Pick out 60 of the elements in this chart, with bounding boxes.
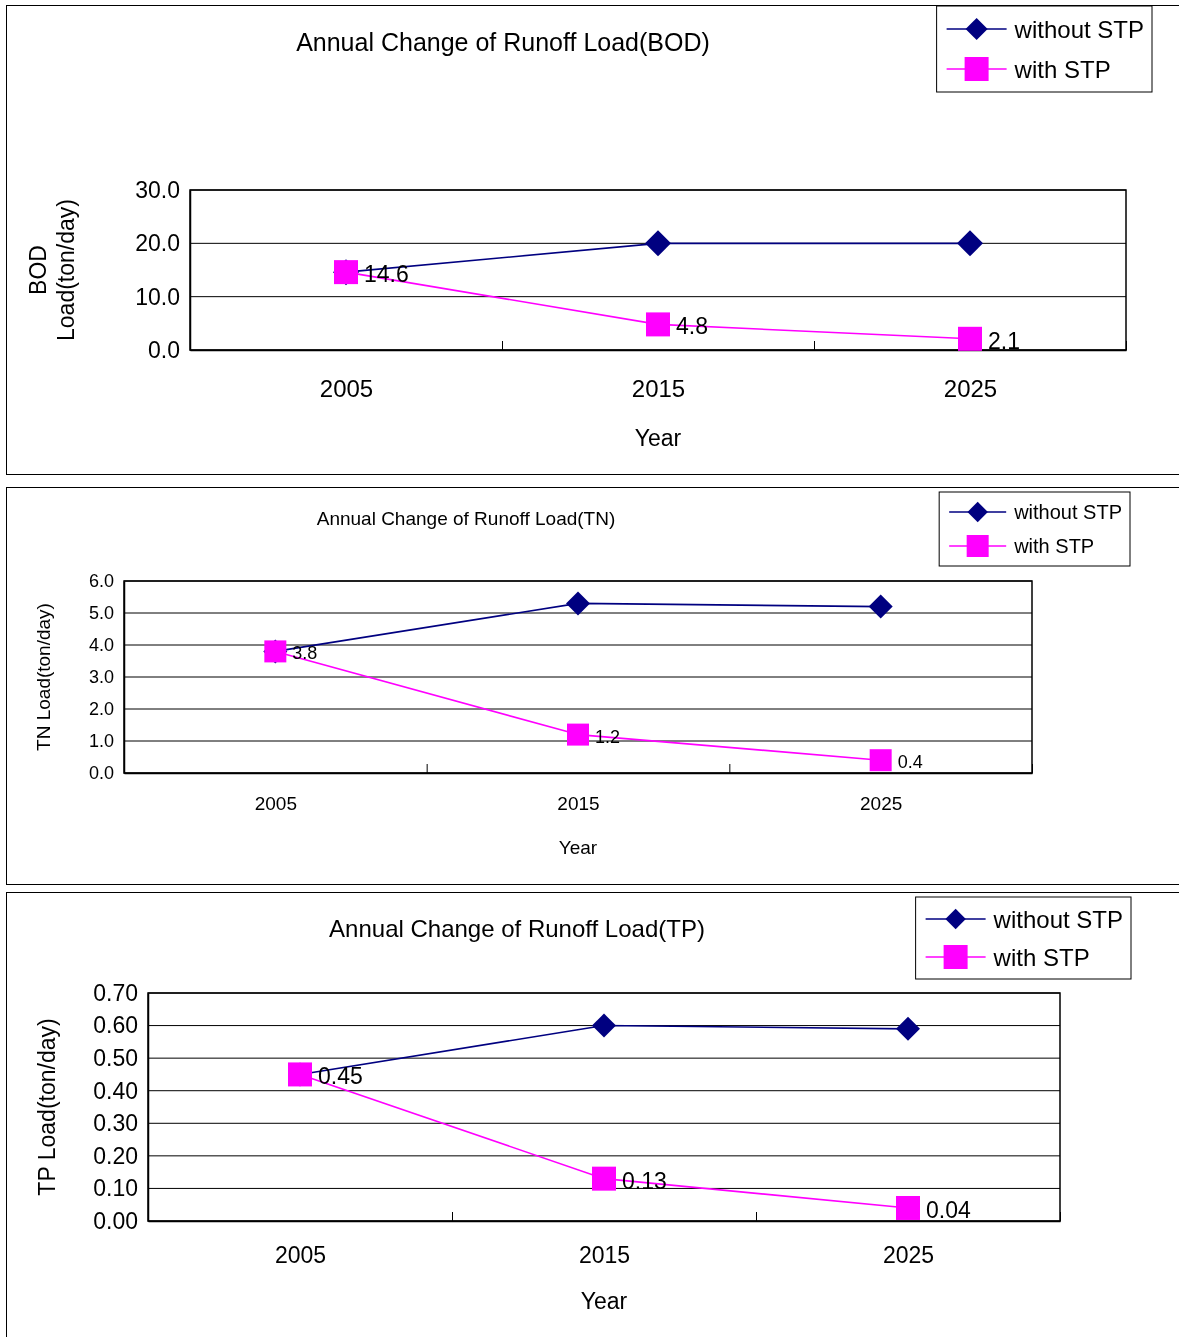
y-tick-label: 4.0: [88, 635, 114, 656]
point: [896, 1016, 920, 1041]
data-label: 0.4: [897, 752, 923, 773]
x-tick-label: 2005: [254, 793, 297, 815]
y-tick-label: 10.0: [135, 283, 180, 310]
y-tick-label: 3.0: [88, 667, 114, 688]
y-tick-label: 0.40: [93, 1077, 138, 1104]
y-axis-title: BOD Load(ton/day): [24, 199, 80, 341]
y-axis-title: TP Load(ton/day): [34, 1018, 60, 1196]
data-label: 2.1: [988, 327, 1020, 354]
x-axis-title: Year: [634, 425, 682, 451]
x-tick-label: 2005: [274, 1242, 327, 1269]
point: [646, 312, 670, 337]
point: [896, 1195, 920, 1220]
y-tick-label: 5.0: [88, 603, 114, 624]
point: [592, 1013, 616, 1038]
y-tick-label: 0.70: [93, 979, 138, 1006]
point: [567, 723, 589, 746]
legend-label: without STP: [1013, 15, 1144, 43]
chart-title: Annual Change of Runoff Load(TN): [316, 507, 616, 529]
legend-label: with STP: [1013, 55, 1111, 83]
x-tick-label: 2015: [557, 793, 600, 815]
y-tick-label: 0.10: [93, 1175, 138, 1202]
y-tick-label: 2.0: [88, 699, 114, 720]
x-axis-title: Year: [580, 1288, 628, 1314]
chart-title: Annual Change of Runoff Load(TP): [329, 914, 705, 942]
y-tick-label: 6.0: [88, 571, 114, 592]
x-tick-label: 2005: [319, 375, 374, 403]
point: [957, 230, 983, 257]
data-label: 3.8: [292, 643, 318, 664]
point: [566, 591, 590, 616]
y-tick-label: 0.0: [88, 763, 114, 784]
data-label: 0.04: [926, 1196, 971, 1223]
y-tick-label: 30.0: [135, 176, 180, 203]
x-tick-label: 2015: [631, 375, 686, 403]
legend-label: without STP: [992, 905, 1123, 933]
y-tick-label: 0.50: [93, 1045, 138, 1071]
data-label: 0.45: [318, 1063, 363, 1090]
y-tick-label: 1.0: [88, 731, 114, 752]
y-axis-title: TN Load(ton/day): [32, 603, 54, 751]
y-tick-label: 0.0: [148, 336, 180, 363]
point: [958, 326, 982, 351]
point: [645, 230, 671, 257]
point: [868, 594, 893, 619]
x-axis-title: Year: [558, 836, 598, 858]
x-tick-label: 2015: [578, 1242, 631, 1269]
y-tick-label: 20.0: [135, 230, 180, 257]
chart-title: Annual Change of Runoff Load(BOD): [296, 28, 710, 56]
x-tick-label: 2025: [882, 1242, 935, 1269]
point: [592, 1166, 616, 1191]
y-tick-label: 0.60: [93, 1012, 138, 1039]
point: [869, 749, 892, 772]
y-tick-label: 0.00: [93, 1207, 138, 1234]
x-tick-label: 2025: [943, 375, 998, 403]
legend-label: without STP: [1013, 501, 1122, 523]
y-tick-label: 0.30: [93, 1110, 138, 1137]
legend-label: with STP: [1013, 535, 1095, 557]
legend-label: with STP: [992, 943, 1090, 971]
x-tick-label: 2025: [860, 793, 903, 815]
y-tick-label: 0.20: [93, 1142, 138, 1169]
